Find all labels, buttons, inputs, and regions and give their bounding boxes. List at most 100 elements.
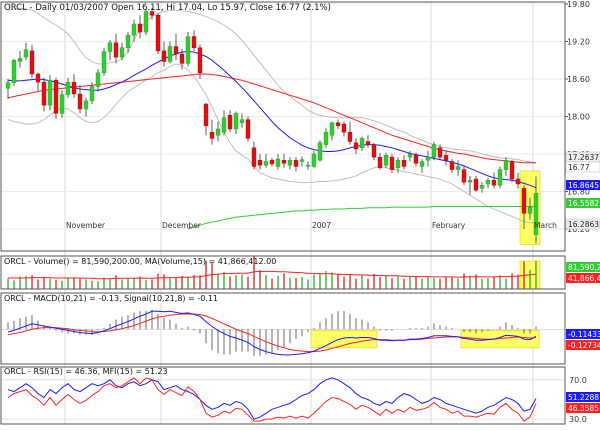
- candle-body: [515, 178, 521, 185]
- macd-panel: [1, 309, 565, 356]
- macd-line: [7, 310, 537, 356]
- candle-body: [491, 180, 497, 186]
- candle-body: [365, 141, 371, 145]
- x-axis-label: November: [66, 221, 106, 230]
- volume-panel-header: ORCL - Volume() = 81,590,200.00, MA(Volu…: [4, 257, 276, 266]
- volume-panel: [7, 256, 537, 289]
- macd-value-bg: [566, 329, 600, 339]
- candle-body: [431, 144, 437, 158]
- candle-body: [311, 153, 317, 167]
- candle-body: [353, 142, 359, 150]
- x-axis: November December 2007 February March: [66, 221, 557, 230]
- candle-body: [317, 142, 323, 161]
- volume-ma-line: [8, 270, 537, 280]
- candle-body: [35, 73, 41, 83]
- macd-panel-header: ORCL - MACD(10,21) = -0.13, Signal(10,21…: [4, 294, 218, 303]
- rsi-panel-header: ORCL - RSI(15) = 46.36, MFI(15) = 51.23: [4, 367, 168, 376]
- moving-average-20-line: [7, 50, 537, 189]
- macd-signal-line: [7, 313, 537, 353]
- mfi-value: 51.2288: [568, 393, 599, 402]
- candle-body: [467, 180, 473, 183]
- candle-body: [263, 161, 269, 166]
- candle-body: [23, 49, 29, 58]
- mfi-line: [7, 377, 537, 420]
- candle-body: [257, 160, 263, 166]
- candle-body: [323, 131, 329, 145]
- candle-body: [461, 169, 467, 183]
- candle-body: [527, 206, 533, 214]
- candle-body: [119, 47, 125, 58]
- candle-body: [305, 165, 311, 167]
- candle-body: [83, 100, 89, 110]
- highlight-boxes: [310, 170, 541, 349]
- candle-body: [521, 188, 527, 214]
- rsi-value-bg: [566, 403, 600, 413]
- candle-body: [221, 117, 227, 133]
- candle-body: [269, 160, 275, 165]
- candle-body: [383, 155, 389, 166]
- bollinger-upper-line: [7, 7, 537, 164]
- ma-short-value: 16.8645: [568, 181, 599, 190]
- candle-body: [167, 46, 173, 62]
- candle-body: [227, 115, 233, 130]
- grid-lines: [1, 2, 565, 424]
- candle-body: [389, 156, 395, 170]
- candle-body: [293, 160, 299, 167]
- candle-body: [203, 103, 209, 127]
- candle-body: [191, 36, 197, 48]
- rsi-y-tick-label: 30.0: [569, 415, 587, 424]
- bollinger-lower-value-bg: [565, 218, 600, 230]
- x-axis-label: March: [534, 221, 557, 230]
- candle-body: [71, 81, 77, 95]
- candle-body: [107, 42, 113, 52]
- candle-body: [77, 93, 83, 110]
- candle-body: [185, 36, 191, 64]
- candle-body: [413, 155, 419, 164]
- x-axis-label: December: [162, 221, 202, 230]
- price-y-tick-label: 18.00: [567, 113, 590, 122]
- volume-ma-value-bg: [566, 273, 600, 283]
- candle-body: [449, 161, 455, 170]
- candle-body: [347, 131, 353, 142]
- candle-body: [245, 119, 251, 139]
- panel-frames: [0, 1, 566, 425]
- candle-body: [101, 51, 107, 73]
- candle-body: [371, 144, 377, 158]
- candle-body: [155, 15, 161, 52]
- volume-ma-value: 41,866,412: [568, 274, 600, 283]
- candle-body: [197, 47, 203, 73]
- candle-body: [407, 153, 413, 158]
- bollinger-lower-value: 16.2863: [568, 220, 599, 229]
- price-y-tick-label: 16.20: [567, 225, 590, 234]
- candle-body: [89, 86, 95, 102]
- candle-body: [341, 123, 347, 133]
- candle-body: [47, 80, 53, 106]
- candle-body: [59, 94, 65, 114]
- macd-signal-value-bg: [566, 340, 600, 350]
- candle-body: [65, 81, 71, 95]
- x-axis-label: February: [432, 221, 466, 230]
- candle-body: [425, 156, 431, 161]
- rsi-line: [7, 377, 537, 422]
- candle-body: [41, 81, 47, 106]
- candle-body: [143, 11, 149, 33]
- candle-body: [335, 122, 341, 127]
- moving-average-200-line: [187, 206, 536, 230]
- candle-body: [455, 166, 461, 170]
- candle-body: [131, 23, 137, 36]
- candle-body: [377, 156, 383, 168]
- macd-highlight-box: [460, 330, 540, 349]
- candle-body: [251, 147, 257, 167]
- panel-frame: [0, 255, 566, 290]
- candle-body: [5, 82, 11, 89]
- ma-200-value-bg: [566, 198, 600, 208]
- candle-body: [287, 160, 293, 166]
- bollinger-upper-value: 17.2637: [568, 153, 599, 162]
- candle-body: [209, 131, 215, 139]
- bollinger-lower-line: [7, 63, 537, 224]
- rsi-panel: [1, 377, 565, 422]
- candle-body: [497, 169, 503, 186]
- rsi-value: 46.3585: [568, 404, 599, 413]
- candle-body: [161, 50, 167, 62]
